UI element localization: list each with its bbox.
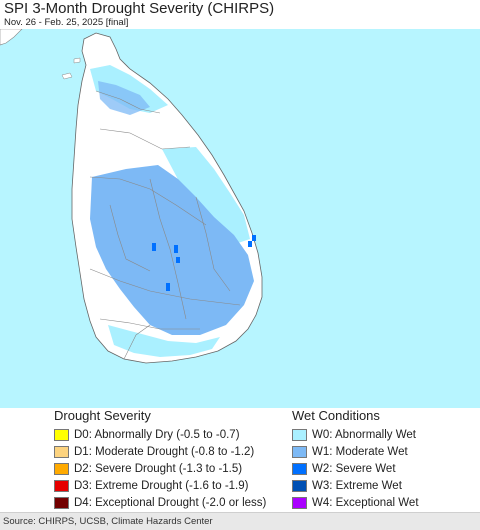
legend-item-d4: D4: Exceptional Drought (-2.0 or less) xyxy=(54,495,266,511)
legend: Drought Severity D0: Abnormally Dry (-0.… xyxy=(0,408,480,512)
legend-label-w2: W2: Severe Wet xyxy=(312,463,396,475)
legend-item-d3: D3: Extreme Drought (-1.6 to -1.9) xyxy=(54,478,266,494)
admin-boundaries xyxy=(89,90,241,360)
island-mannar xyxy=(61,72,73,80)
w2-cell-4 xyxy=(166,283,170,291)
legend-label-d4: D4: Exceptional Drought (-2.0 or less) xyxy=(74,497,267,509)
w2-cell-6 xyxy=(252,235,256,241)
legend-label-d0: D0: Abnormally Dry (-0.5 to -0.7) xyxy=(74,429,240,441)
swatch-d0 xyxy=(54,429,69,441)
legend-item-d2: D2: Severe Drought (-1.3 to -1.5) xyxy=(54,461,266,477)
source-text: Source: CHIRPS, UCSB, Climate Hazards Ce… xyxy=(3,516,213,527)
wet-overlay xyxy=(90,65,256,357)
india-coast xyxy=(0,29,23,46)
legend-item-w0: W0: Abnormally Wet xyxy=(292,427,419,443)
legend-item-w4: W4: Exceptional Wet xyxy=(292,495,419,511)
island-north xyxy=(73,57,81,64)
swatch-d1 xyxy=(54,446,69,458)
drought-legend-heading: Drought Severity xyxy=(54,408,151,423)
w2-cell-5 xyxy=(248,241,252,247)
legend-item-d0: D0: Abnormally Dry (-0.5 to -0.7) xyxy=(54,427,266,443)
w0-zone-north xyxy=(90,65,168,113)
legend-item-w3: W3: Extreme Wet xyxy=(292,478,419,494)
w1-zone-central xyxy=(90,165,254,335)
source-footer: Source: CHIRPS, UCSB, Climate Hazards Ce… xyxy=(0,512,480,530)
legend-label-d1: D1: Moderate Drought (-0.8 to -1.2) xyxy=(74,446,255,458)
legend-label-w4: W4: Exceptional Wet xyxy=(312,497,419,509)
w0-zone-east xyxy=(162,147,250,243)
w2-cell-3 xyxy=(176,257,180,263)
legend-label-d3: D3: Extreme Drought (-1.6 to -1.9) xyxy=(74,480,249,492)
map-subtitle: Nov. 26 - Feb. 25, 2025 [final] xyxy=(4,17,129,28)
w1-zone-north xyxy=(98,81,150,115)
swatch-d3 xyxy=(54,480,69,492)
legend-label-d2: D2: Severe Drought (-1.3 to -1.5) xyxy=(74,463,243,475)
map-title: SPI 3-Month Drought Severity (CHIRPS) xyxy=(4,0,275,17)
legend-item-w1: W1: Moderate Wet xyxy=(292,444,419,460)
wet-legend: Wet Conditions W0: Abnormally Wet W1: Mo… xyxy=(292,408,419,512)
legend-label-w1: W1: Moderate Wet xyxy=(312,446,408,458)
wet-legend-heading: Wet Conditions xyxy=(292,408,380,423)
legend-item-d1: D1: Moderate Drought (-0.8 to -1.2) xyxy=(54,444,266,460)
w2-cell-1 xyxy=(152,243,156,251)
swatch-w2 xyxy=(292,463,307,475)
w2-cell-2 xyxy=(174,245,178,253)
drought-legend: Drought Severity D0: Abnormally Dry (-0.… xyxy=(54,408,266,512)
legend-label-w0: W0: Abnormally Wet xyxy=(312,429,416,441)
swatch-w0 xyxy=(292,429,307,441)
legend-label-w3: W3: Extreme Wet xyxy=(312,480,402,492)
swatch-w4 xyxy=(292,497,307,509)
swatch-w3 xyxy=(292,480,307,492)
legend-item-w2: W2: Severe Wet xyxy=(292,461,419,477)
sri-lanka-map xyxy=(0,29,480,409)
swatch-d2 xyxy=(54,463,69,475)
w0-zone-south xyxy=(108,325,220,357)
swatch-w1 xyxy=(292,446,307,458)
swatch-d4 xyxy=(54,497,69,509)
